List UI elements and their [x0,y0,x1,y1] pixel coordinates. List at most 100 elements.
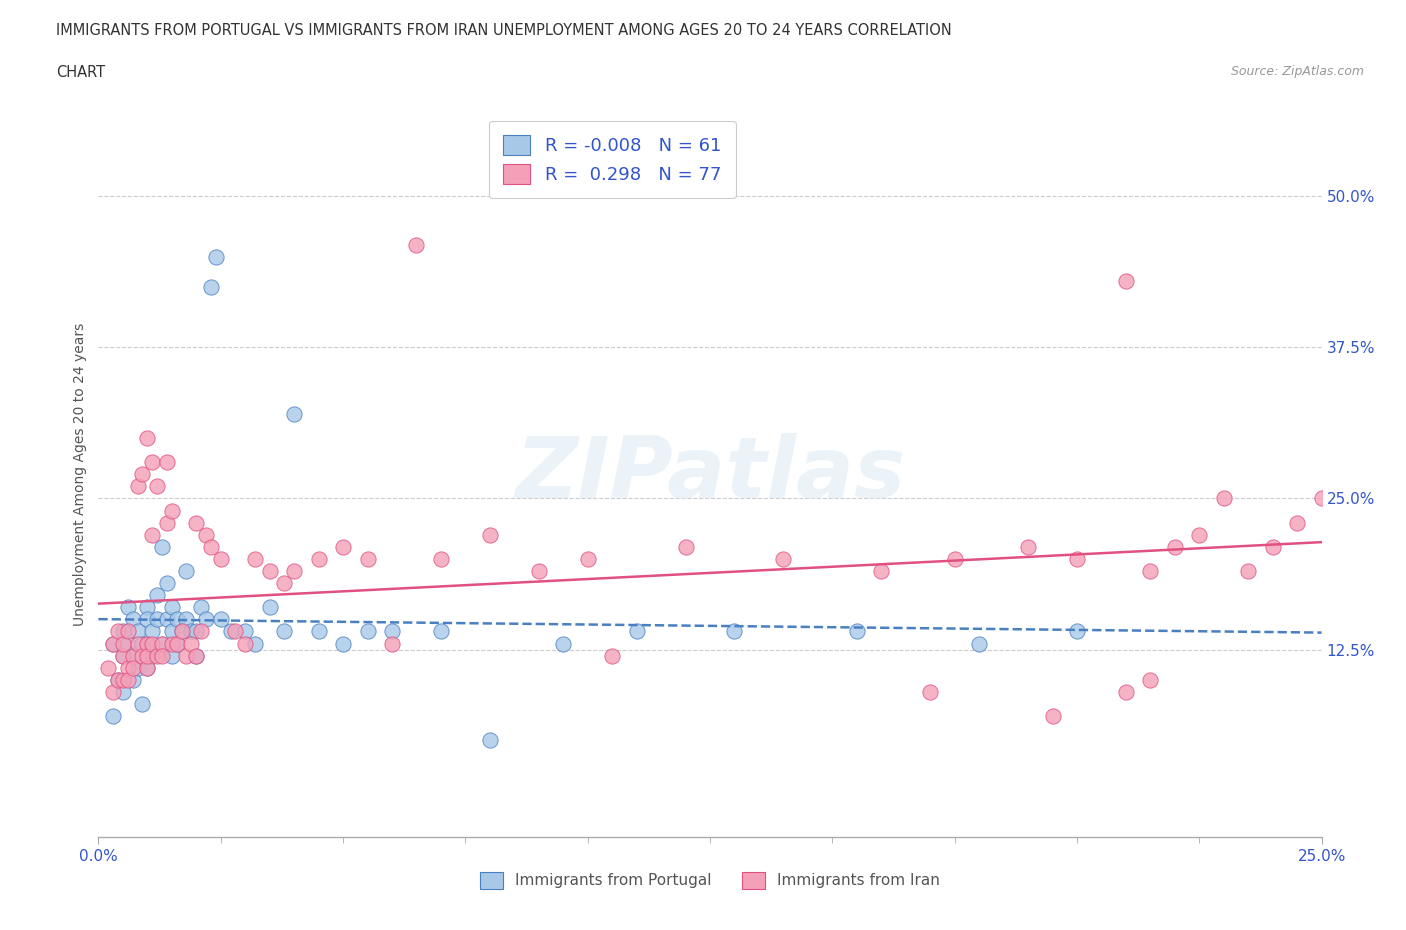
Point [170,624,193,639]
Point [1017,539,1039,554]
Point [141,648,163,663]
Point [675,539,697,554]
Point [943,551,966,566]
Point [101,636,124,651]
Point [166,612,188,627]
Point [111,672,134,687]
Point [117,636,139,651]
Point [131,636,153,651]
Point [176,648,198,663]
Point [430,624,453,639]
Point [356,551,378,566]
Point [626,624,648,639]
Point [136,600,159,615]
Point [259,564,281,578]
Point [136,648,159,663]
Point [332,636,354,651]
Point [156,576,179,591]
Point [430,551,453,566]
Point [180,624,202,639]
Point [121,612,143,627]
Point [121,660,143,675]
Point [845,624,868,639]
Point [127,660,149,675]
Point [1261,539,1284,554]
Point [121,648,143,663]
Point [160,648,183,663]
Point [186,648,208,663]
Point [136,660,159,675]
Point [920,684,942,699]
Point [209,551,232,566]
Point [967,636,990,651]
Point [1139,672,1161,687]
Point [170,624,193,639]
Point [332,539,354,554]
Point [101,636,124,651]
Point [141,636,163,651]
Point [141,527,163,542]
Point [101,709,124,724]
Point [1310,491,1333,506]
Point [1115,684,1137,699]
Point [101,684,124,699]
Point [150,636,173,651]
Point [117,660,139,675]
Point [121,672,143,687]
Point [127,624,149,639]
Point [224,624,246,639]
Point [150,648,173,663]
Point [190,600,212,615]
Point [308,624,330,639]
Text: ZIPatlas: ZIPatlas [515,432,905,516]
Point [111,624,134,639]
Point [176,564,198,578]
Point [160,624,183,639]
Point [190,624,212,639]
Point [209,612,232,627]
Point [176,612,198,627]
Point [180,636,202,651]
Point [136,636,159,651]
Point [146,588,169,603]
Point [131,697,153,711]
Point [141,624,163,639]
Point [111,684,134,699]
Point [150,539,173,554]
Point [553,636,575,651]
Point [160,636,183,651]
Point [870,564,893,578]
Point [156,515,179,530]
Point [127,479,149,494]
Point [156,455,179,470]
Point [233,636,256,651]
Point [111,648,134,663]
Point [117,600,139,615]
Y-axis label: Unemployment Among Ages 20 to 24 years: Unemployment Among Ages 20 to 24 years [73,323,87,626]
Point [160,600,183,615]
Text: Source: ZipAtlas.com: Source: ZipAtlas.com [1230,65,1364,78]
Point [97,660,120,675]
Point [195,612,218,627]
Point [107,672,129,687]
Point [200,539,222,554]
Point [723,624,745,639]
Point [576,551,599,566]
Point [405,237,427,252]
Point [195,527,218,542]
Point [1164,539,1187,554]
Point [219,624,242,639]
Point [131,648,153,663]
Point [1042,709,1064,724]
Point [146,612,169,627]
Point [166,636,188,651]
Point [478,733,501,748]
Point [146,479,169,494]
Point [478,527,501,542]
Point [160,503,183,518]
Point [121,648,143,663]
Point [131,467,153,482]
Point [308,551,330,566]
Point [1212,491,1234,506]
Point [136,431,159,445]
